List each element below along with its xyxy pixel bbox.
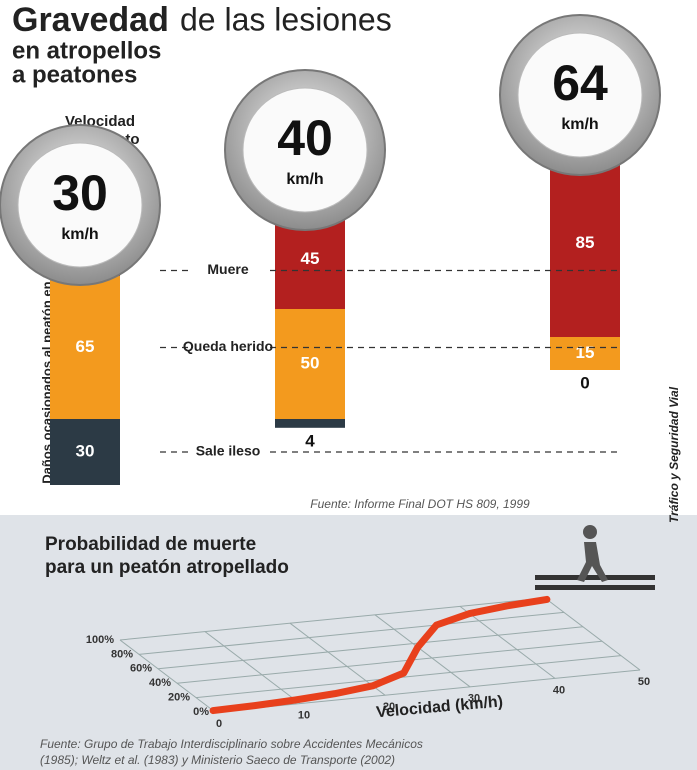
grid-line [119, 639, 216, 713]
value-label: 15 [576, 343, 595, 362]
x-tick-label: 10 [298, 710, 310, 722]
bar-segment [275, 309, 345, 419]
pedestrian-icon [535, 525, 655, 590]
bar-segment [275, 419, 345, 428]
grid-line [138, 611, 565, 655]
grid-line [119, 597, 546, 641]
bar-segment [550, 150, 620, 337]
source: Fuente: Informe Final DOT HS 809, 1999 [310, 497, 530, 511]
value-label: 65 [76, 337, 95, 356]
y-tick-label: 40% [149, 677, 171, 689]
speed-unit: km/h [61, 226, 98, 243]
y-tick-label: 20% [168, 692, 190, 704]
x-tick-label: 0 [216, 718, 222, 730]
legend-label: Muere [207, 261, 248, 277]
speed-unit: km/h [286, 171, 323, 188]
speed-value: 30 [52, 165, 108, 221]
value-label: 30 [76, 441, 95, 460]
source: (1985); Weltz et al. (1983) y Ministerio… [40, 753, 395, 767]
sign-face [17, 142, 143, 268]
value-label: 45 [301, 249, 320, 268]
grid-line [157, 626, 584, 670]
probability-curve [209, 595, 551, 715]
y-tick-label: 80% [111, 648, 133, 660]
title-bold: Gravedad [12, 1, 169, 39]
legend-label: Sale ileso [196, 443, 261, 459]
value-label: 4 [305, 431, 315, 450]
x-tick-label: 40 [553, 684, 565, 696]
y-tick-label: 100% [86, 634, 114, 646]
bar-segment [550, 337, 620, 370]
legend-label: Queda herido [183, 338, 273, 354]
legend-bg [190, 260, 268, 281]
credit: Tráfico y Seguridad Vial [667, 386, 681, 523]
x-tick-label: 30 [468, 693, 480, 705]
grid-line [459, 606, 556, 679]
value-label: 0 [580, 373, 589, 392]
title: de las lesiones [180, 1, 392, 37]
bar-segment [50, 419, 120, 485]
x-tick-label: 20 [383, 701, 395, 713]
grid-line [195, 655, 622, 699]
sign-face [242, 87, 368, 213]
grid-line [544, 597, 641, 671]
subchart-title: Probabilidad de muerte [45, 534, 256, 555]
speed-value: 40 [277, 110, 333, 166]
grid-line [204, 631, 301, 704]
legend-bg [190, 442, 268, 462]
grid-line [374, 614, 471, 688]
y-tick-label: 60% [130, 663, 152, 675]
speed-value: 64 [552, 55, 608, 111]
legend-bg [190, 337, 268, 358]
title: en atropellos [12, 37, 161, 64]
subchart-title: para un peatón atropellado [45, 557, 289, 578]
speed-unit: km/h [561, 116, 598, 133]
value-label: 85 [576, 233, 595, 252]
value-label: 50 [301, 353, 320, 372]
grid-line [176, 640, 603, 684]
sign-face [517, 32, 643, 158]
x-tick-label: 50 [638, 676, 650, 688]
lower-panel [0, 515, 697, 770]
source: Fuente: Grupo de Trabajo Interdisciplina… [40, 737, 423, 751]
bar-segment [50, 276, 120, 419]
title: a peatones [12, 61, 137, 88]
y-tick-label: 0% [193, 706, 209, 718]
grid-line [214, 669, 641, 713]
